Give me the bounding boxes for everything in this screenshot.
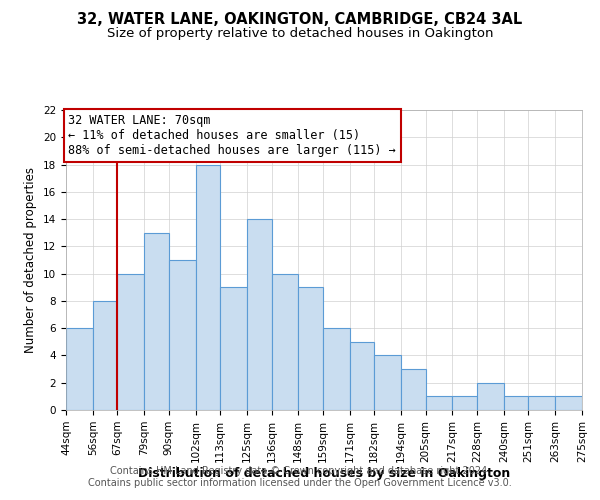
Bar <box>555 396 582 410</box>
Bar <box>169 260 196 410</box>
X-axis label: Distribution of detached houses by size in Oakington: Distribution of detached houses by size … <box>138 468 510 480</box>
Bar <box>298 288 323 410</box>
Text: 32, WATER LANE, OAKINGTON, CAMBRIDGE, CB24 3AL: 32, WATER LANE, OAKINGTON, CAMBRIDGE, CB… <box>77 12 523 28</box>
Text: Size of property relative to detached houses in Oakington: Size of property relative to detached ho… <box>107 28 493 40</box>
Bar <box>504 396 529 410</box>
Bar <box>118 274 144 410</box>
Bar <box>272 274 298 410</box>
Bar <box>425 396 452 410</box>
Bar <box>452 396 477 410</box>
Bar <box>220 288 247 410</box>
Bar <box>529 396 555 410</box>
Bar <box>477 382 504 410</box>
Bar <box>247 219 272 410</box>
Bar <box>323 328 350 410</box>
Bar <box>374 356 401 410</box>
Bar <box>401 369 425 410</box>
Text: Contains HM Land Registry data © Crown copyright and database right 2024.
Contai: Contains HM Land Registry data © Crown c… <box>88 466 512 487</box>
Bar <box>144 232 169 410</box>
Bar <box>66 328 93 410</box>
Bar <box>350 342 374 410</box>
Bar <box>93 301 118 410</box>
Bar <box>196 164 220 410</box>
Text: 32 WATER LANE: 70sqm
← 11% of detached houses are smaller (15)
88% of semi-detac: 32 WATER LANE: 70sqm ← 11% of detached h… <box>68 114 396 157</box>
Y-axis label: Number of detached properties: Number of detached properties <box>25 167 37 353</box>
